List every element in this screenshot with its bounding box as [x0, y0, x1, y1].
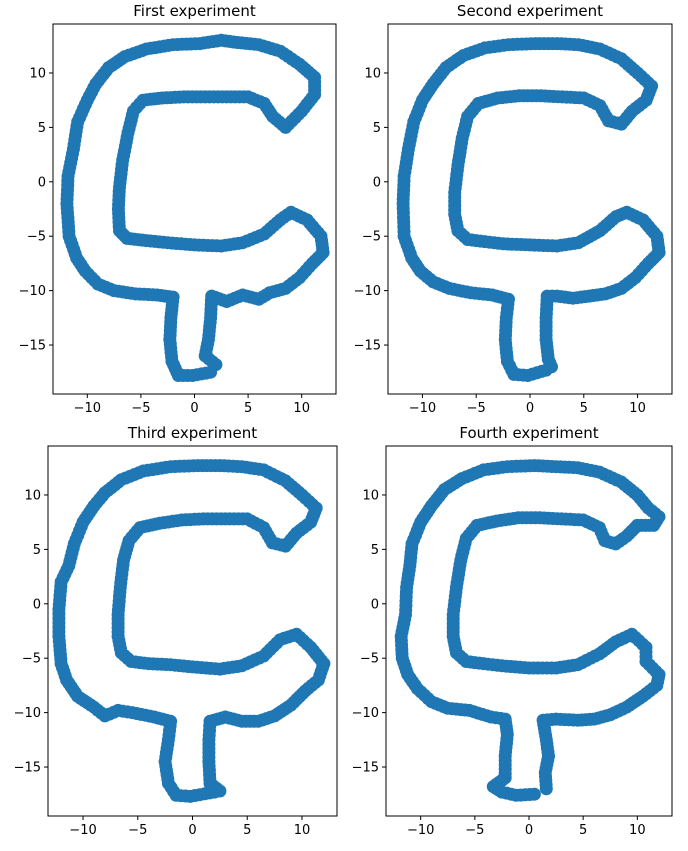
y-tick-label: −5 [22, 652, 41, 667]
subplot-3: Third experiment −10 −5 0 5 10 10 5 0 −5 −10 −15 [14, 424, 338, 838]
x-tick-label: −5 [128, 823, 147, 838]
y-tick-label: −15 [19, 339, 46, 354]
y-tick-label: 0 [33, 597, 41, 612]
x-tick-label: 5 [579, 823, 587, 838]
scatter-point [545, 360, 558, 374]
y-tick-label: 10 [24, 488, 41, 503]
y-tick-label: 5 [371, 543, 379, 558]
scatter-series [52, 459, 331, 803]
x-tick-label: 5 [243, 823, 251, 838]
scatter-series [394, 459, 666, 802]
subplot-2: Second experiment −10 −5 0 5 10 10 5 0 −5 −10 −15 [354, 2, 673, 416]
y-tick-label: −5 [27, 230, 46, 245]
x-tick-label: −10 [69, 823, 96, 838]
y-tick-label: 10 [29, 66, 46, 81]
x-tick-label: −10 [74, 401, 101, 416]
x-tick-label: 5 [244, 401, 252, 416]
y-tick-label: 5 [373, 121, 381, 136]
y-tick-label: 10 [364, 66, 381, 81]
x-tick-label: −10 [407, 823, 434, 838]
y-tick-label: −10 [14, 706, 41, 721]
y-tick-label: −15 [354, 339, 381, 354]
y-tick-label: −5 [362, 230, 381, 245]
x-tick-label: 0 [526, 401, 534, 416]
y-tick-label: −5 [360, 652, 379, 667]
x-tick-label: −5 [465, 823, 484, 838]
chart-title: First experiment [133, 2, 256, 20]
scatter-point [209, 358, 223, 372]
y-tick-label: 5 [33, 543, 41, 558]
y-tick-label: −10 [19, 284, 46, 299]
x-tick-label: 0 [188, 823, 196, 838]
x-tick-label: 10 [629, 823, 646, 838]
chart-title: Third experiment [127, 424, 257, 442]
chart-title: Second experiment [457, 2, 603, 20]
y-tick-label: 0 [371, 597, 379, 612]
y-tick-label: 0 [373, 175, 381, 190]
y-tick-label: −15 [352, 761, 379, 776]
x-tick-label: −5 [467, 401, 486, 416]
y-tick-label: −15 [14, 761, 41, 776]
scatter-point [539, 782, 553, 796]
y-tick-label: 5 [38, 121, 46, 136]
x-tick-label: 0 [525, 823, 533, 838]
x-tick-label: 10 [629, 401, 646, 416]
x-tick-label: 5 [580, 401, 588, 416]
x-tick-label: 10 [293, 401, 310, 416]
subplot-1: First experiment −10 −5 0 5 10 10 5 0 −5 −10 −15 [19, 2, 337, 416]
x-tick-label: 10 [294, 823, 311, 838]
chart-title: Fourth experiment [459, 424, 598, 442]
x-tick-label: −5 [131, 401, 150, 416]
subplot-4: Fourth experiment −10 −5 0 5 10 10 5 0 −5 −10 −15 [352, 424, 673, 838]
x-tick-label: 0 [190, 401, 198, 416]
scatter-series [396, 37, 666, 382]
y-tick-label: −10 [352, 706, 379, 721]
scatter-point [213, 784, 227, 798]
scatter-series [60, 33, 330, 382]
x-tick-label: −10 [409, 401, 436, 416]
y-tick-label: 0 [38, 175, 46, 190]
y-tick-label: −10 [354, 284, 381, 299]
y-tick-label: 10 [362, 488, 379, 503]
